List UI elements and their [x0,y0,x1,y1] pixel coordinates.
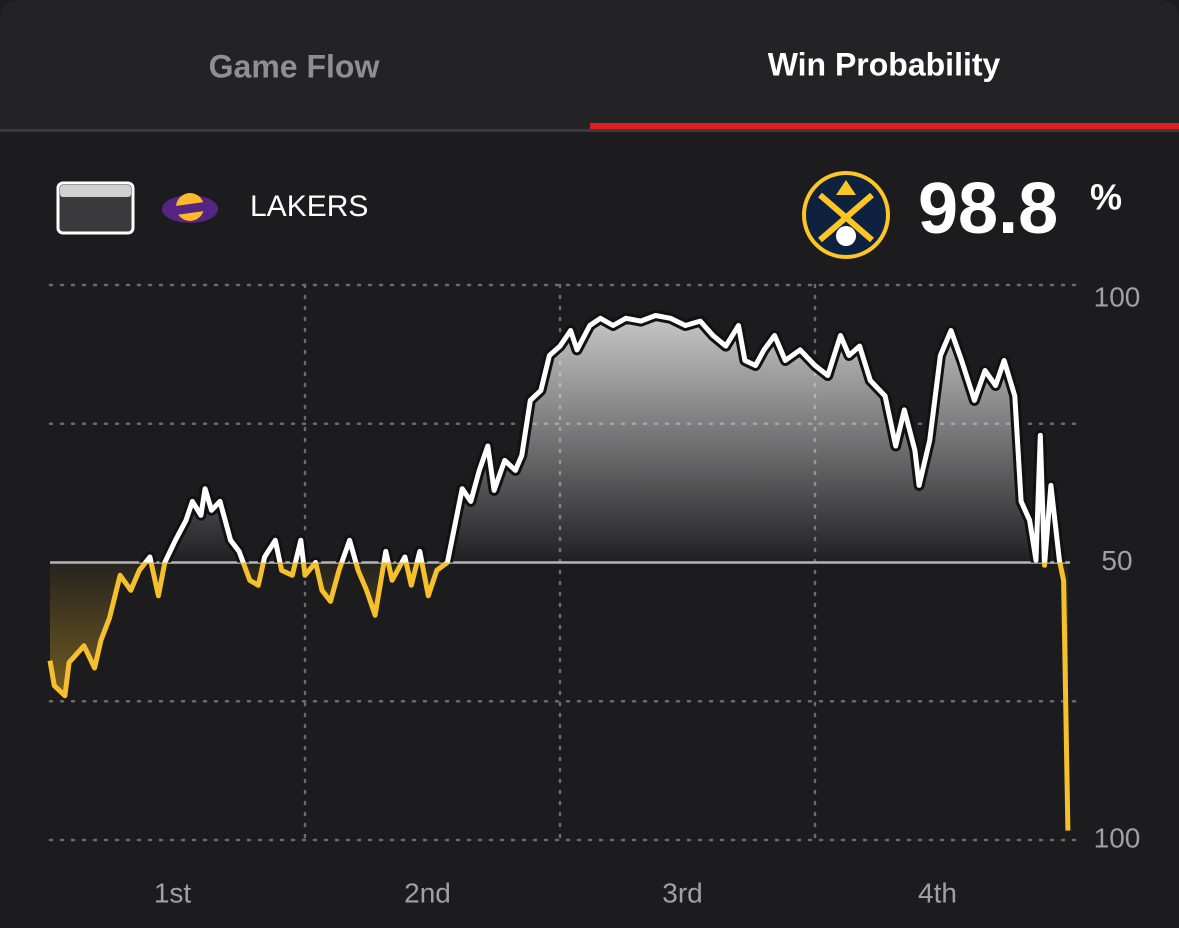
tab-divider [0,129,1179,132]
x-tick-label: 1st [154,877,192,908]
tab-indicator [590,123,1179,129]
y-tick-label: 100 [1094,281,1141,312]
y-tick-label: 50 [1101,545,1132,576]
win-probability: 98.8 [918,169,1058,249]
toggle-icon-top [60,185,131,197]
nuggets-logo [802,171,890,259]
x-tick-label: 3rd [662,877,702,908]
plot: 100 50 100 1st 2nd 3rd 4th [47,281,1141,908]
area-above [50,315,1068,563]
x-tick-label: 4th [918,877,957,908]
lakers-logo [162,193,218,223]
x-tick-label: 2nd [404,877,451,908]
team-name: LAKERS [250,190,368,223]
tab-active[interactable]: Win Probability [768,46,1001,82]
y-tick-label: 100 [1094,822,1141,853]
tab[interactable]: Game Flow [209,48,380,84]
tab-bar [0,0,1179,130]
win-probability-unit: % [1090,177,1122,218]
line-above [142,313,1063,563]
